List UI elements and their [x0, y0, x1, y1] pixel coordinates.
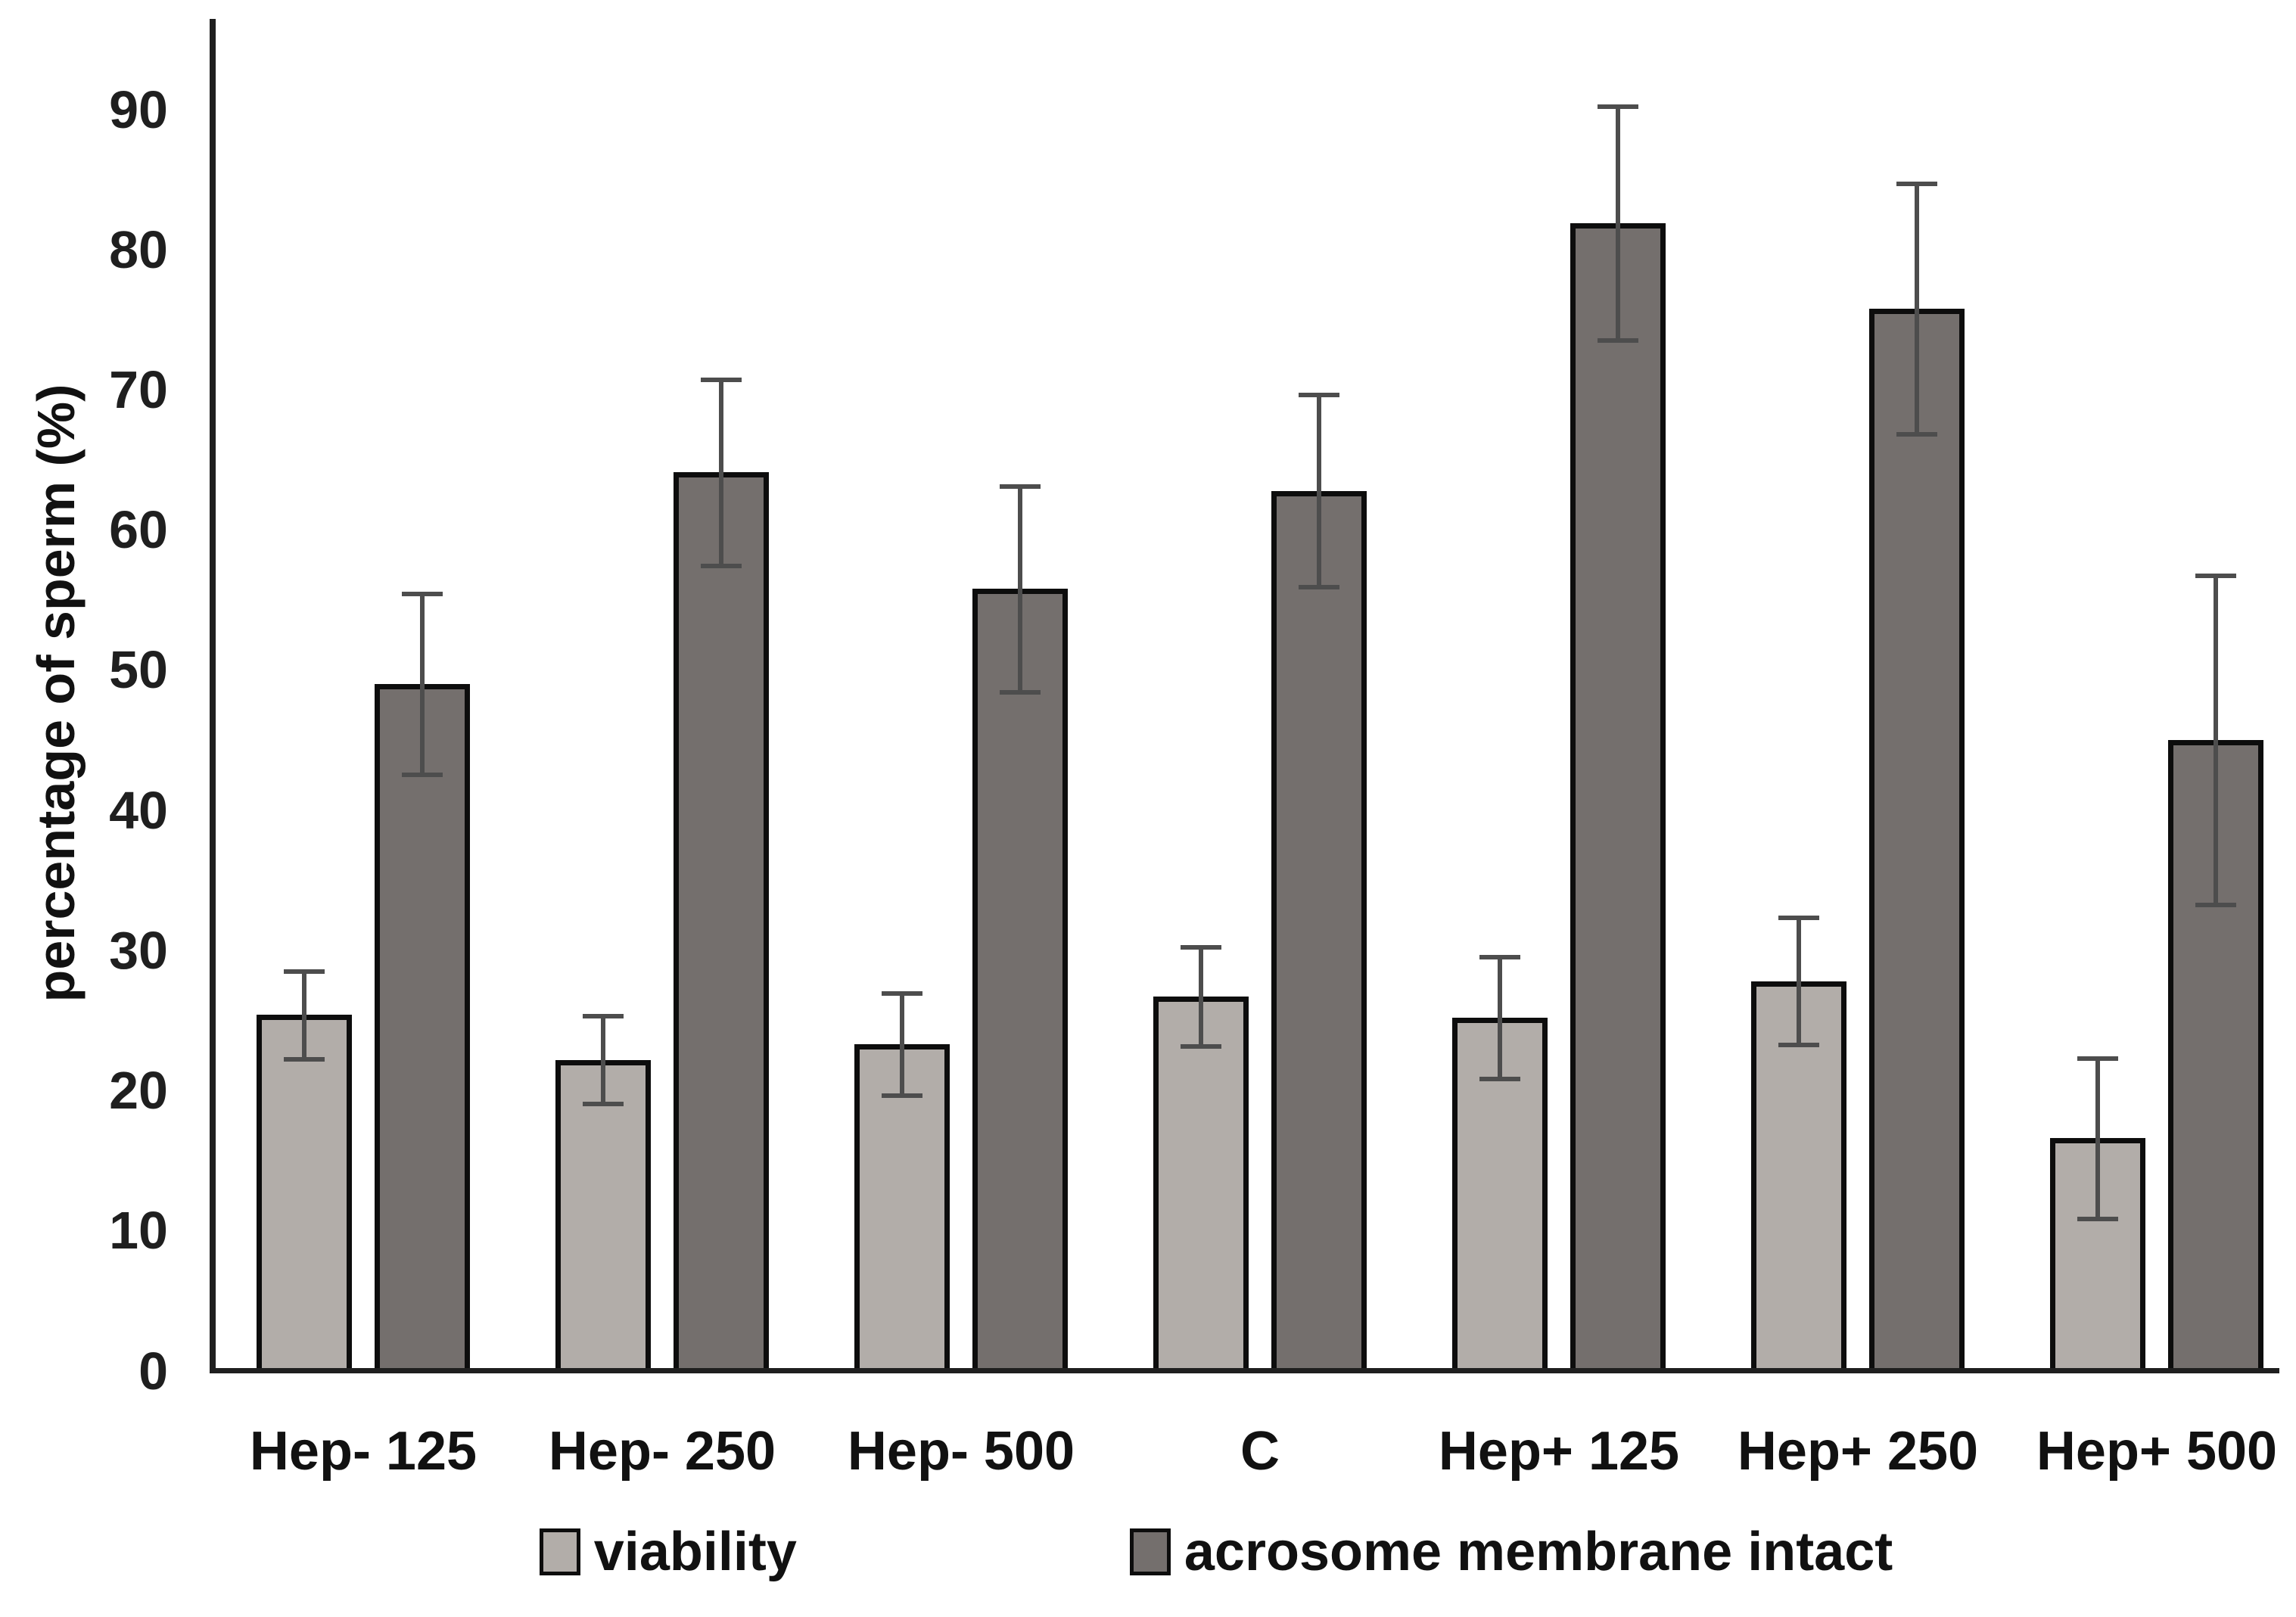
x-label-hep-500: Hep- 500 — [847, 1421, 1075, 1482]
y-tick-20: 20 — [109, 1061, 168, 1120]
error-bar-viability-hep-500 — [900, 995, 904, 1093]
error-bar-viability-hep+-125-cap-top — [1479, 955, 1520, 959]
error-bar-viability-hep+-125-cap-bottom — [1479, 1077, 1520, 1081]
bar-acrosome-hep-250 — [674, 472, 769, 1373]
legend-swatch-viability — [539, 1528, 580, 1575]
x-label-hep+-250: Hep+ 250 — [1737, 1421, 1979, 1482]
error-bar-viability-hep+-250-cap-bottom — [1778, 1043, 1819, 1047]
x-label-hep+-125: Hep+ 125 — [1438, 1421, 1680, 1482]
error-bar-acrosome-hep-250 — [719, 381, 723, 564]
error-bar-viability-hep+-500-cap-bottom — [2077, 1217, 2118, 1221]
error-bar-acrosome-hep+-250-cap-bottom — [1896, 432, 1937, 437]
error-bar-acrosome-hep+-125-cap-bottom — [1598, 338, 1638, 343]
legend-item-viability: viability — [539, 1522, 797, 1582]
error-bar-viability-hep-500-cap-bottom — [882, 1093, 922, 1098]
error-bar-viability-hep+-125 — [1498, 959, 1502, 1077]
error-bar-viability-hep+-500 — [2095, 1060, 2100, 1217]
error-bar-acrosome-hep-250-cap-bottom — [701, 564, 742, 568]
bar-acrosome-c — [1271, 491, 1367, 1373]
legend-item-acrosome: acrosome membrane intact — [1129, 1522, 1893, 1582]
legend: viability acrosome membrane intact — [0, 1525, 2296, 1579]
error-bar-acrosome-hep-500-cap-bottom — [1000, 690, 1041, 695]
y-tick-10: 10 — [109, 1201, 168, 1260]
error-bar-acrosome-c-cap-top — [1299, 393, 1339, 397]
bar-viability-hep-125 — [257, 1015, 352, 1373]
error-bar-acrosome-hep-500 — [1018, 488, 1022, 690]
y-tick-30: 30 — [109, 921, 168, 980]
y-tick-70: 70 — [109, 360, 168, 419]
x-label-hep-125: Hep- 125 — [249, 1421, 478, 1482]
error-bar-acrosome-hep+-500 — [2214, 577, 2218, 903]
x-axis-line — [210, 1368, 2279, 1373]
error-bar-viability-hep-250-cap-bottom — [583, 1102, 624, 1106]
x-label-c: C — [1240, 1421, 1280, 1482]
bar-viability-hep+-500 — [2050, 1138, 2145, 1373]
error-bar-viability-c-cap-top — [1181, 945, 1221, 950]
error-bar-viability-hep-500-cap-top — [882, 991, 922, 996]
y-tick-90: 90 — [109, 80, 168, 139]
error-bar-acrosome-hep+-125 — [1616, 108, 1620, 338]
legend-label-acrosome: acrosome membrane intact — [1184, 1522, 1893, 1582]
error-bar-acrosome-hep-125-cap-top — [402, 592, 443, 596]
bar-viability-hep-500 — [854, 1044, 950, 1373]
error-bar-acrosome-hep+-250 — [1915, 185, 1919, 432]
bar-acrosome-hep-500 — [972, 589, 1068, 1373]
error-bar-viability-hep-250 — [601, 1018, 605, 1102]
error-bar-viability-hep-125 — [302, 973, 306, 1057]
bar-acrosome-hep+-125 — [1570, 223, 1666, 1373]
bar-viability-c — [1153, 997, 1249, 1373]
error-bar-viability-hep+-250 — [1797, 919, 1801, 1043]
error-bar-viability-hep+-250-cap-top — [1778, 916, 1819, 920]
error-bar-acrosome-c-cap-bottom — [1299, 585, 1339, 589]
error-bar-acrosome-hep+-125-cap-top — [1598, 104, 1638, 109]
error-bar-acrosome-hep-125-cap-bottom — [402, 773, 443, 777]
x-label-hep+-500: Hep+ 500 — [2036, 1421, 2278, 1482]
bar-acrosome-hep+-250 — [1869, 309, 1965, 1373]
error-bar-acrosome-hep-500-cap-top — [1000, 484, 1041, 489]
bar-viability-hep-250 — [555, 1060, 651, 1373]
error-bar-viability-c-cap-bottom — [1181, 1044, 1221, 1049]
error-bar-acrosome-hep+-250-cap-top — [1896, 182, 1937, 186]
error-bar-acrosome-c — [1317, 396, 1321, 585]
y-axis-line — [210, 19, 216, 1373]
error-bar-acrosome-hep+-500-cap-top — [2195, 574, 2236, 578]
y-tick-50: 50 — [109, 640, 168, 699]
y-tick-60: 60 — [109, 500, 168, 559]
error-bar-viability-c — [1199, 949, 1203, 1044]
error-bar-viability-hep-250-cap-top — [583, 1014, 624, 1018]
y-tick-0: 0 — [138, 1342, 168, 1401]
error-bar-viability-hep-125-cap-bottom — [284, 1057, 325, 1062]
error-bar-acrosome-hep+-500-cap-bottom — [2195, 903, 2236, 907]
legend-label-viability: viability — [593, 1522, 797, 1582]
legend-swatch-acrosome — [1129, 1528, 1171, 1575]
error-bar-acrosome-hep-125 — [420, 595, 425, 773]
y-tick-40: 40 — [109, 781, 168, 840]
bar-acrosome-hep+-500 — [2168, 740, 2263, 1373]
bar-acrosome-hep-125 — [375, 684, 470, 1373]
x-label-hep-250: Hep- 250 — [548, 1421, 776, 1482]
y-tick-80: 80 — [109, 220, 168, 279]
error-bar-viability-hep-125-cap-top — [284, 969, 325, 974]
error-bar-acrosome-hep-250-cap-top — [701, 378, 742, 382]
error-bar-viability-hep+-500-cap-top — [2077, 1056, 2118, 1061]
